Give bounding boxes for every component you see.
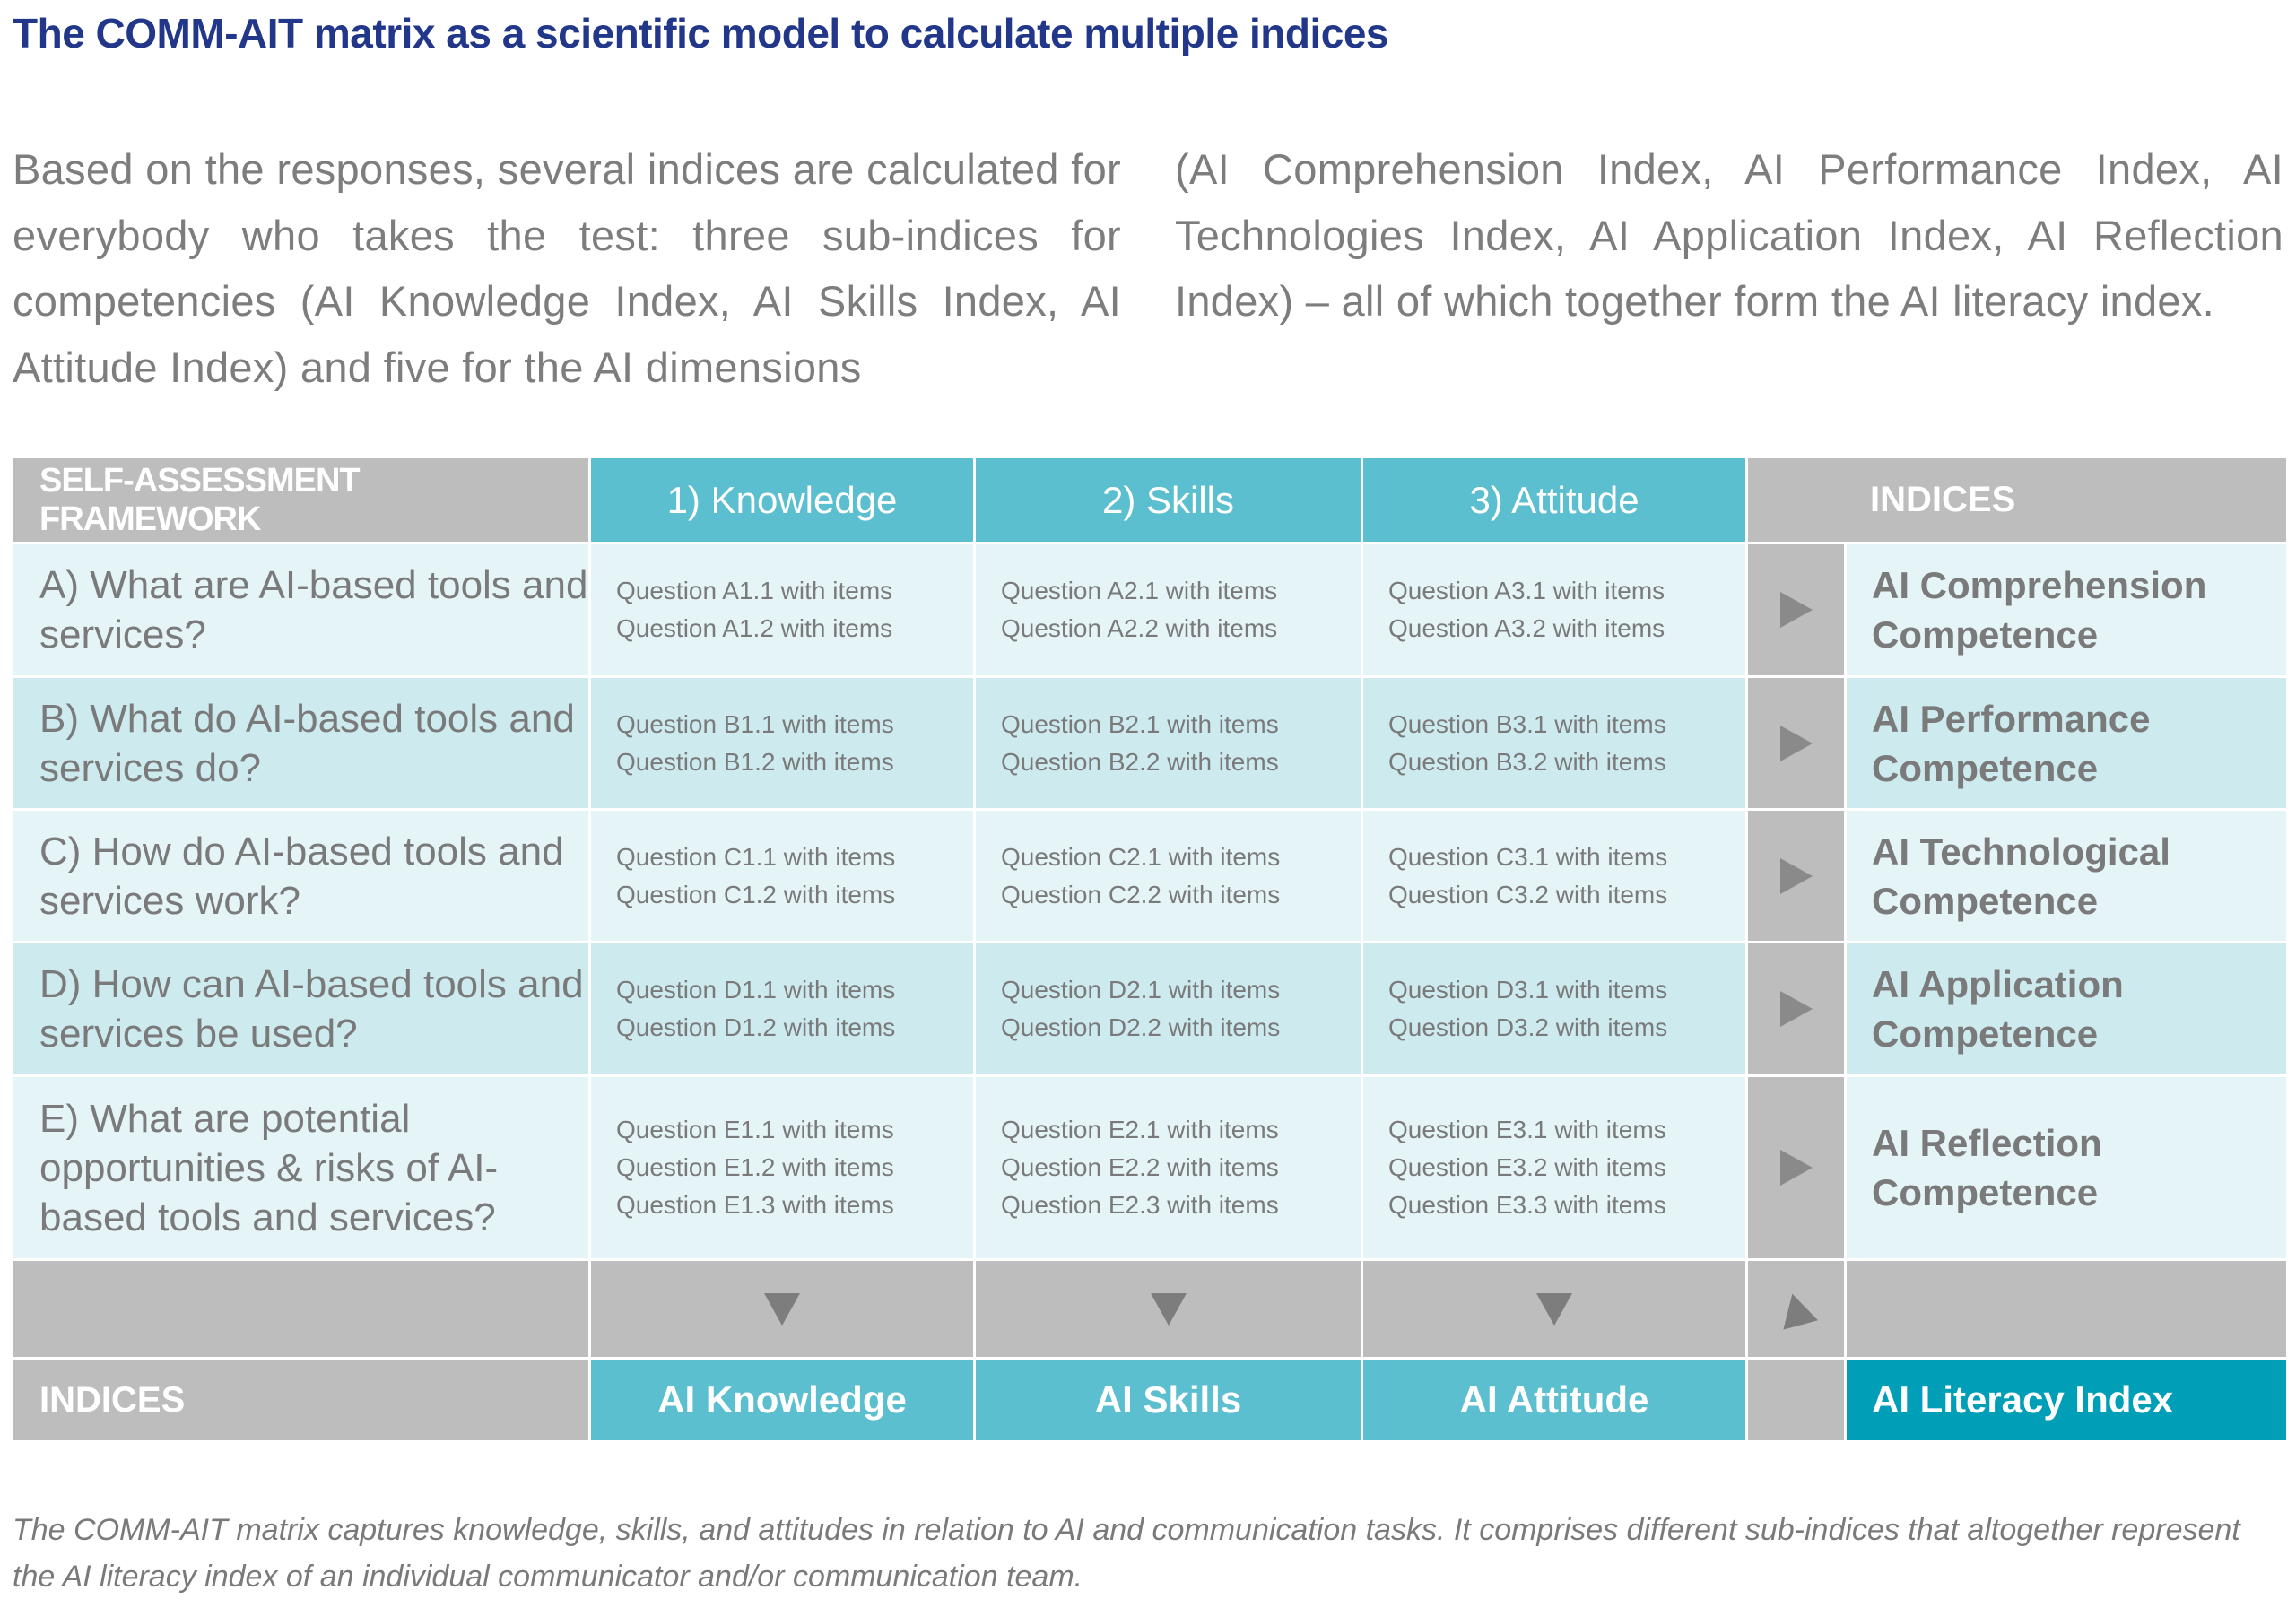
row-index-label: AI Technological Competence — [1847, 811, 2286, 941]
question-items-cell: Question B1.1 with items Question B1.2 wi… — [591, 678, 973, 808]
header-knowledge: 1) Knowledge — [591, 458, 973, 542]
question-item: Question D2.1 with items — [1001, 976, 1281, 1004]
question-items-cell: Question E1.1 with items Question E1.2 wi… — [591, 1077, 973, 1258]
page-title: The COMM-AIT matrix as a scientific mode… — [13, 10, 1388, 56]
intro-paragraph-left: Based on the responses, several indices … — [13, 145, 1121, 391]
header-indices: INDICES — [1748, 458, 2286, 542]
row-question: D) How can AI-based tools and services b… — [13, 943, 588, 1074]
question-items-cell: Question B3.1 with items Question B3.2 wi… — [1363, 678, 1745, 808]
arrow-down-icon — [764, 1292, 800, 1326]
question-items-cell: Question C2.1 with items Question C2.2 wi… — [976, 811, 1361, 941]
question-item: Question D1.2 with items — [616, 1013, 896, 1041]
arrow-right-cell — [1748, 943, 1844, 1074]
question-item: Question C1.1 with items — [616, 842, 896, 871]
question-items-cell: Question E3.1 with items Question E3.2 wi… — [1363, 1077, 1745, 1258]
question-item: Question D2.2 with items — [1001, 1013, 1281, 1041]
question-item: Question C1.2 with items — [616, 880, 896, 908]
question-item: Question E3.3 with items — [1388, 1191, 1666, 1219]
arrow-right-cell — [1748, 678, 1844, 808]
arrow-right-icon — [1779, 592, 1813, 628]
question-item: Question E1.2 with items — [616, 1153, 894, 1181]
question-item: Question C3.1 with items — [1388, 842, 1668, 871]
footer-ai-knowledge: AI Knowledge — [591, 1360, 973, 1440]
arrow-down-icon — [1536, 1292, 1572, 1326]
question-items-cell: Question E2.1 with items Question E2.2 wi… — [976, 1077, 1361, 1258]
question-item: Question B1.2 with items — [616, 747, 894, 776]
header-skills: 2) Skills — [976, 458, 1361, 542]
question-items-cell: Question A1.1 with items Question A1.2 wi… — [591, 544, 973, 675]
question-item: Question E2.1 with items — [1001, 1116, 1279, 1143]
arrow-up-left-icon — [1774, 1288, 1818, 1330]
arrow-right-icon — [1779, 991, 1813, 1027]
question-item: Question C2.1 with items — [1001, 842, 1281, 871]
question-item: Question A3.2 with items — [1388, 614, 1665, 642]
question-items-cell: Question B2.1 with items Question B2.2 wi… — [976, 678, 1361, 808]
question-items-cell: Question D2.1 with items Question D2.2 wi… — [976, 943, 1361, 1074]
question-item: Question D3.1 with items — [1388, 976, 1668, 1004]
arrow-right-cell — [1748, 1077, 1844, 1258]
question-item: Question D3.2 with items — [1388, 1013, 1668, 1041]
question-item: Question A1.1 with items — [616, 577, 893, 604]
question-item: Question B2.2 with items — [1001, 747, 1279, 776]
row-index-label: AI Comprehension Competence — [1847, 544, 2286, 675]
footer-spacer — [1748, 1360, 1844, 1440]
row-question: E) What are potential opportunities & ri… — [13, 1077, 588, 1258]
question-item: Question E3.2 with items — [1388, 1153, 1666, 1181]
question-item: Question A1.2 with items — [616, 614, 893, 642]
row-question: B) What do AI-based tools and services d… — [13, 678, 588, 808]
question-item: Question B3.1 with items — [1388, 709, 1666, 738]
question-items-cell: Question D3.1 with items Question D3.2 wi… — [1363, 943, 1745, 1074]
arrow-right-cell — [1748, 544, 1844, 675]
question-items-cell: Question C1.1 with items Question C1.2 wi… — [591, 811, 973, 941]
row-question: A) What are AI-based tools and services? — [13, 544, 588, 675]
question-item: Question B2.1 with items — [1001, 709, 1279, 738]
question-item: Question B3.2 with items — [1388, 747, 1666, 776]
footer-ai-literacy-index: AI Literacy Index — [1847, 1360, 2286, 1440]
question-items-cell: Question C3.1 with items Question C3.2 wi… — [1363, 811, 1745, 941]
arrow-right-icon — [1779, 725, 1813, 761]
question-items-cell: Question D1.1 with items Question D1.2 wi… — [591, 943, 973, 1074]
arrow-right-icon — [1779, 857, 1813, 894]
question-item: Question A2.1 with items — [1001, 577, 1278, 604]
footer-ai-attitude: AI Attitude — [1363, 1360, 1745, 1440]
arrow-down-cell — [1363, 1261, 1745, 1357]
question-item: Question E2.3 with items — [1001, 1191, 1279, 1219]
arrow-right-cell — [1748, 811, 1844, 941]
question-item: Question C2.2 with items — [1001, 880, 1281, 908]
arrow-up-left-cell — [1748, 1261, 1844, 1357]
row-index-label: AI Application Competence — [1847, 943, 2286, 1074]
arrow-row-spacer — [1847, 1261, 2286, 1357]
figure-caption: The COMM-AIT matrix captures knowledge, … — [13, 1513, 2240, 1594]
arrow-down-cell — [591, 1261, 973, 1357]
question-item: Question E1.3 with items — [616, 1191, 894, 1219]
question-items-cell: Question A3.1 with items Question A3.2 wi… — [1363, 544, 1745, 675]
arrow-right-icon — [1779, 1150, 1813, 1186]
question-item: Question A3.1 with items — [1388, 577, 1665, 604]
row-index-label: AI Reflection Competence — [1847, 1077, 2286, 1258]
row-question: C) How do AI-based tools and services wo… — [13, 811, 588, 941]
footer-indices-label: INDICES — [13, 1360, 588, 1440]
question-item: Question C3.2 with items — [1388, 880, 1668, 908]
header-framework: SELF-ASSESSMENT FRAMEWORK — [13, 458, 588, 542]
question-item: Question E3.1 with items — [1388, 1116, 1666, 1143]
question-item: Question E2.2 with items — [1001, 1153, 1279, 1181]
comm-ait-matrix: SELF-ASSESSMENT FRAMEWORK 1) Knowledge 2… — [13, 458, 2286, 1440]
arrow-row-spacer — [13, 1261, 588, 1357]
question-items-cell: Question A2.1 with items Question A2.2 wi… — [976, 544, 1361, 675]
question-item: Question D1.1 with items — [616, 976, 896, 1004]
question-item: Question A2.2 with items — [1001, 614, 1278, 642]
arrow-down-cell — [976, 1261, 1361, 1357]
intro-paragraph-right: (AI Comprehension Index, AI Performance … — [1175, 145, 2283, 325]
row-index-label: AI Performance Competence — [1847, 678, 2286, 808]
arrow-down-icon — [1150, 1292, 1187, 1326]
question-item: Question E1.1 with items — [616, 1116, 894, 1143]
header-attitude: 3) Attitude — [1363, 458, 1745, 542]
question-item: Question B1.1 with items — [616, 709, 894, 738]
footer-ai-skills: AI Skills — [976, 1360, 1361, 1440]
